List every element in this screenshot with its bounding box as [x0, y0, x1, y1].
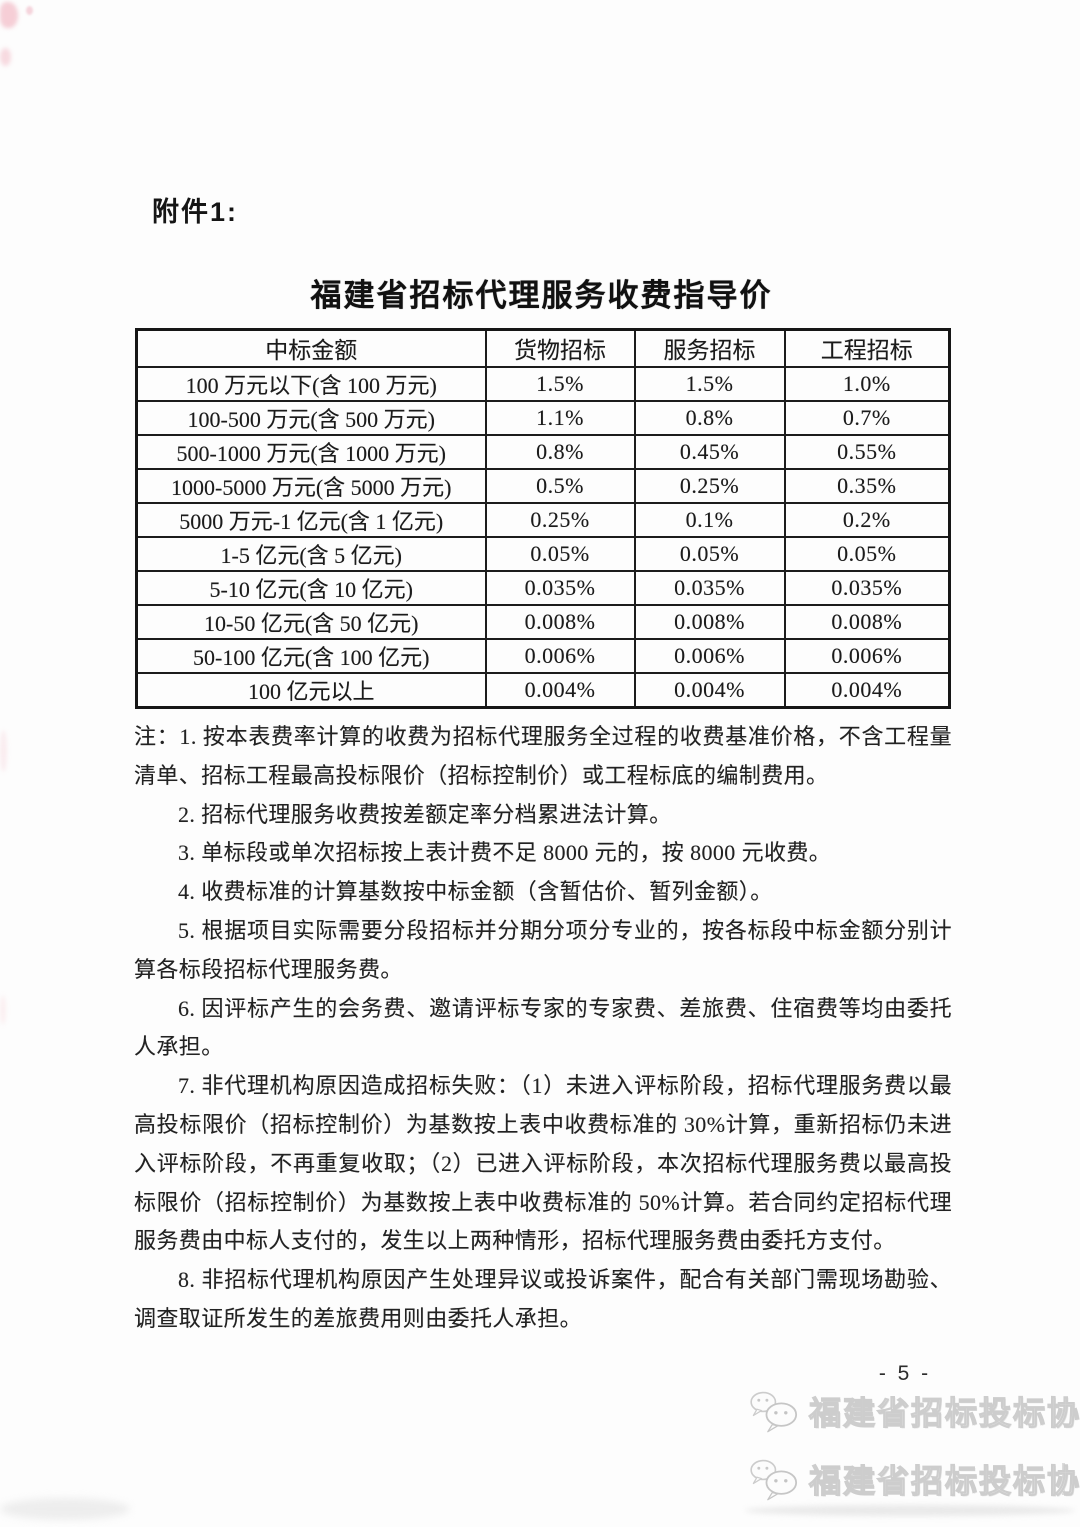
- table-cell-rate: 0.004%: [484, 671, 636, 708]
- table-cell-rate: 0.008%: [783, 603, 951, 640]
- wechat-logo-icon: [750, 1391, 798, 1433]
- table-cell-rate: 0.008%: [484, 603, 636, 640]
- table-cell-rate: 0.006%: [783, 637, 951, 674]
- scan-artifact-pink: [0, 2, 18, 28]
- table-cell-rate: 1.1%: [484, 399, 636, 436]
- note-item-7: 7. 非代理机构原因造成招标失败：（1）未进入评标阶段，招标代理服务费以最高投标…: [134, 1073, 952, 1254]
- table-cell-rate: 0.05%: [633, 535, 786, 572]
- table-cell-rate: 1.0%: [783, 365, 951, 402]
- watermark-row: 福建省招标投标协会: [748, 1456, 1080, 1502]
- table-row: 100 万元以下(含 100 万元) 1.5% 1.5% 1.0%: [135, 365, 951, 402]
- table-cell-amount: 1000-5000 万元(含 5000 万元): [135, 467, 487, 504]
- table-cell-rate: 0.55%: [783, 433, 951, 470]
- table-cell-rate: 0.035%: [633, 569, 786, 606]
- column-header-goods: 货物招标: [484, 328, 636, 368]
- table-row: 500-1000 万元(含 1000 万元) 0.8% 0.45% 0.55%: [135, 433, 951, 470]
- scan-artifact-pink: [26, 6, 33, 15]
- note-item-5: 5. 根据项目实际需要分段招标并分期分项分专业的，按各标段中标金额分别计算各标段…: [134, 917, 952, 982]
- scan-artifact-pink: [0, 995, 6, 1025]
- watermark-text: 福建省招标投标协会: [808, 1394, 1080, 1431]
- column-header-services: 服务招标: [633, 328, 786, 368]
- page-title: 福建省招标代理服务收费指导价: [310, 278, 773, 313]
- table-cell-amount: 50-100 亿元(含 100 亿元): [135, 637, 487, 674]
- table-cell-rate: 0.05%: [783, 535, 951, 572]
- table-cell-rate: 0.35%: [783, 467, 951, 504]
- table-cell-rate: 0.035%: [484, 569, 636, 606]
- column-header-bid-amount: 中标金额: [135, 328, 487, 368]
- table-row: 5-10 亿元(含 10 亿元) 0.035% 0.035% 0.035%: [135, 569, 951, 606]
- table-header-row: 中标金额 货物招标 服务招标 工程招标: [135, 328, 951, 368]
- wechat-logo-icon: [750, 1459, 798, 1501]
- table-cell-rate: 0.1%: [633, 501, 786, 538]
- table-cell-amount: 100 亿元以上: [135, 671, 487, 708]
- watermark-text: 福建省招标投标协会: [808, 1462, 1080, 1499]
- page-number: - 5 -: [878, 1362, 932, 1385]
- column-header-engineering: 工程招标: [783, 328, 951, 368]
- table-cell-rate: 0.5%: [484, 467, 636, 504]
- table-row: 1-5 亿元(含 5 亿元) 0.05% 0.05% 0.05%: [135, 535, 951, 572]
- table-cell-rate: 0.006%: [484, 637, 636, 674]
- note-item-8: 8. 非招标代理机构原因产生处理异议或投诉案件，配合有关部门需现场勘验、调查取证…: [134, 1267, 952, 1331]
- table-cell-rate: 0.45%: [633, 433, 786, 470]
- table-row: 5000 万元-1 亿元(含 1 亿元) 0.25% 0.1% 0.2%: [135, 501, 951, 538]
- table-cell-rate: 0.004%: [633, 671, 786, 708]
- note-item-4: 4. 收费标准的计算基数按中标金额（含暂估价、暂列金额）。: [178, 879, 773, 905]
- table-cell-rate: 0.8%: [484, 433, 636, 470]
- table-row: 50-100 亿元(含 100 亿元) 0.006% 0.006% 0.006%: [135, 637, 951, 674]
- note-item-1: 注：1. 按本表费率计算的收费为招标代理服务全过程的收费基准价格，不含工程量清单…: [134, 724, 952, 788]
- table-cell-rate: 0.004%: [783, 671, 951, 708]
- table-cell-rate: 1.5%: [633, 365, 786, 402]
- table-cell-rate: 0.25%: [484, 501, 636, 538]
- table-cell-amount: 10-50 亿元(含 50 亿元): [135, 603, 487, 640]
- table-cell-rate: 0.035%: [783, 569, 951, 606]
- table-cell-amount: 5-10 亿元(含 10 亿元): [135, 569, 487, 606]
- table-row: 100 亿元以上 0.004% 0.004% 0.004%: [135, 671, 951, 708]
- fee-guidance-table: 中标金额 货物招标 服务招标 工程招标 100 万元以下(含 100 万元) 1…: [135, 328, 951, 709]
- table-row: 1000-5000 万元(含 5000 万元) 0.5% 0.25% 0.35%: [135, 467, 951, 504]
- scan-artifact-smear: [0, 1498, 130, 1520]
- table-cell-rate: 0.008%: [633, 603, 786, 640]
- table-cell-rate: 0.05%: [484, 535, 636, 572]
- table-cell-rate: 1.5%: [484, 365, 636, 402]
- table-cell-amount: 1-5 亿元(含 5 亿元): [135, 535, 487, 572]
- note-item-2: 2. 招标代理服务收费按差额定率分档累进法计算。: [178, 801, 672, 827]
- table-cell-rate: 0.25%: [633, 467, 786, 504]
- watermark-row: 福建省招标投标协会: [748, 1388, 1080, 1434]
- table-row: 100-500 万元(含 500 万元) 1.1% 0.8% 0.7%: [135, 399, 951, 436]
- note-item-3: 3. 单标段或单次招标按上表计费不足 8000 元的，按 8000 元收费。: [178, 840, 832, 866]
- table-cell-rate: 0.006%: [633, 637, 786, 674]
- scan-artifact-pink: [0, 730, 7, 772]
- table-cell-rate: 0.8%: [633, 399, 786, 436]
- table-cell-amount: 100-500 万元(含 500 万元): [135, 399, 487, 436]
- notes-section: 注：1. 按本表费率计算的收费为招标代理服务全过程的收费基准价格，不含工程量清单…: [134, 718, 952, 1339]
- table-cell-amount: 100 万元以下(含 100 万元): [135, 365, 487, 402]
- table-cell-amount: 500-1000 万元(含 1000 万元): [135, 433, 487, 470]
- table-row: 10-50 亿元(含 50 亿元) 0.008% 0.008% 0.008%: [135, 603, 951, 640]
- attachment-label: 附件1:: [152, 197, 239, 227]
- scan-artifact-pink: [0, 48, 11, 66]
- note-item-6: 6. 因评标产生的会务费、邀请评标专家的专家费、差旅费、住宿费等均由委托人承担。: [134, 995, 952, 1060]
- table-cell-amount: 5000 万元-1 亿元(含 1 亿元): [135, 501, 487, 538]
- scan-artifact-smear: [745, 1505, 1075, 1516]
- table-cell-rate: 0.2%: [783, 501, 951, 538]
- table-cell-rate: 0.7%: [783, 399, 951, 436]
